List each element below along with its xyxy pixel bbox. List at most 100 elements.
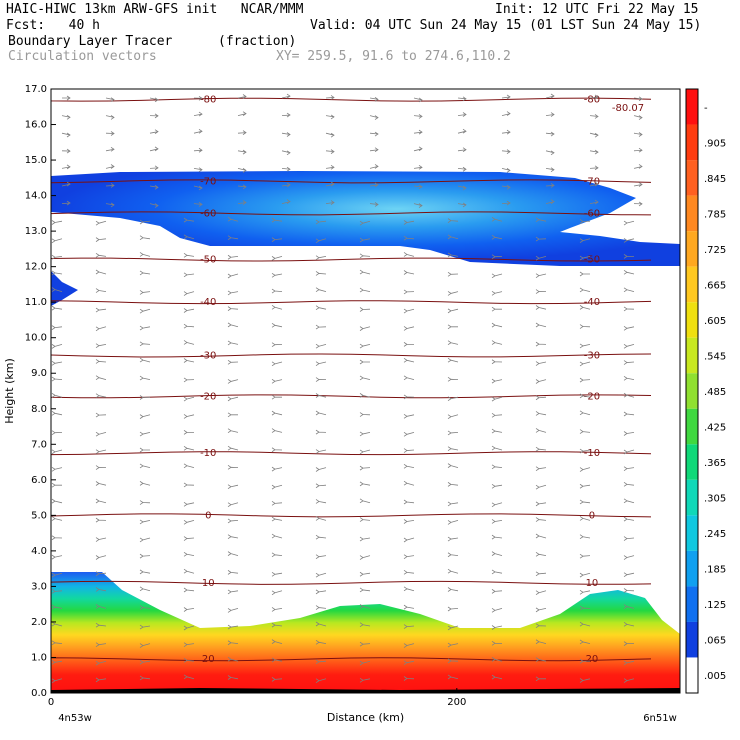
vector-arrow: [359, 498, 371, 504]
vector-arrow: [403, 357, 415, 363]
plot-area: -80 -80 -70 -70 -60 -60 -50 -50 -40 -40 -30 -30 -20 -…: [50, 88, 681, 694]
vector-arrow: [315, 324, 327, 330]
vector-arrow: [491, 589, 503, 594]
vector-arrow: [491, 306, 503, 312]
vector-arrow: [95, 604, 107, 609]
vector-arrow: [579, 589, 591, 595]
vector-arrow: [369, 131, 379, 137]
colorbar-swatch: [686, 266, 698, 303]
vector-arrow: [139, 586, 151, 592]
temperature-contours: -80 -80 -70 -70 -60 -60 -50 -50 -40 -40 -30 -30 -20 -…: [50, 95, 652, 665]
vector-arrow: [237, 130, 247, 135]
vector-arrow: [139, 605, 151, 610]
vector-arrow: [491, 502, 503, 508]
vector-arrow: [535, 657, 547, 662]
vector-arrow: [227, 518, 239, 524]
vector-arrow: [183, 252, 195, 258]
vector-arrow: [271, 501, 283, 506]
colorbar-label: -: [704, 103, 708, 114]
vector-arrow: [403, 448, 415, 453]
contour-label: 10: [586, 578, 599, 589]
contour-label: 10: [202, 578, 215, 589]
header-model-title: HAIC-HIWC 13km ARW-GFS init NCAR/MMM: [6, 2, 304, 17]
colorbar-label: .425: [704, 423, 726, 434]
vector-arrow: [325, 200, 335, 205]
vector-arrow: [403, 220, 415, 225]
vector-arrow: [95, 571, 107, 577]
vector-arrow: [359, 375, 371, 381]
vector-arrow: [359, 307, 371, 312]
vector-arrow: [545, 167, 555, 173]
vector-arrow: [447, 463, 459, 468]
vector-arrow: [315, 621, 327, 627]
vector-arrow: [227, 340, 239, 346]
contour-label: 20: [202, 654, 215, 665]
vector-arrow: [447, 482, 459, 487]
vector-arrow: [535, 322, 547, 328]
vector-arrow: [51, 572, 63, 578]
vector-arrow: [403, 586, 415, 592]
colorbar: - .905 .845 .785 .725 .665 .605 .545 .485 .425 .36…: [685, 88, 726, 694]
vector-arrow: [579, 483, 591, 489]
vector-arrow: [183, 414, 195, 419]
vector-arrow: [51, 466, 63, 472]
vector-arrow: [457, 96, 467, 102]
vector-arrow: [623, 536, 635, 541]
colorbar-label: .065: [704, 636, 726, 647]
vector-arrow: [51, 449, 63, 455]
vector-arrow: [501, 94, 511, 100]
vector-arrow: [193, 147, 203, 153]
vector-arrow: [579, 410, 591, 416]
vector-arrow: [491, 569, 503, 575]
y-tick-label: 11.0: [25, 297, 47, 308]
vector-arrow: [271, 607, 283, 612]
vector-arrow: [271, 484, 283, 490]
vector-arrow: [535, 466, 547, 472]
colorbar-swatch: [686, 337, 698, 374]
contour-label: -60: [584, 208, 600, 219]
vector-arrow: [535, 411, 547, 416]
tracer-blob-left: [51, 271, 78, 306]
vector-arrow: [271, 256, 283, 261]
vector-arrow: [105, 164, 115, 169]
vector-arrow: [139, 375, 151, 381]
vector-arrow: [535, 623, 547, 629]
vector-arrow: [491, 483, 503, 489]
vector-arrow: [271, 304, 283, 310]
vector-arrow: [359, 359, 371, 365]
vector-arrow: [51, 238, 63, 244]
vector-arrow: [315, 343, 327, 349]
vector-arrow: [403, 519, 415, 524]
vector-arrow: [359, 393, 371, 398]
vector-arrow: [51, 430, 63, 436]
vector-arrow: [139, 553, 151, 559]
vector-arrow: [139, 414, 151, 419]
vector-arrow: [271, 639, 283, 644]
vector-arrow: [193, 185, 203, 191]
vector-arrow: [359, 220, 371, 226]
vector-arrow: [183, 536, 195, 541]
vector-arrow: [139, 675, 151, 681]
vector-arrow: [491, 322, 503, 328]
vector-arrow: [315, 516, 327, 521]
vector-arrow: [579, 255, 591, 261]
vector-arrow: [403, 537, 415, 543]
vector-arrow: [579, 238, 591, 243]
vector-arrow: [95, 587, 107, 592]
x-tick-label: 0: [48, 697, 54, 708]
vector-arrow: [51, 270, 63, 276]
y-tick-label: 9.0: [31, 368, 47, 379]
contour-label: -10: [584, 448, 600, 459]
vector-arrow: [403, 235, 415, 241]
vector-arrow: [491, 290, 503, 296]
colorbar-swatch: [686, 550, 698, 587]
vector-arrow: [315, 377, 327, 382]
plot-frame: [50, 88, 681, 694]
vector-arrow: [139, 624, 151, 630]
vector-arrow: [139, 252, 151, 257]
contour-extreme-label: -80.07: [612, 103, 644, 114]
header-vector-label: Circulation vectors: [8, 49, 157, 64]
vector-arrow: [183, 463, 195, 469]
vector-arrow: [139, 569, 151, 575]
